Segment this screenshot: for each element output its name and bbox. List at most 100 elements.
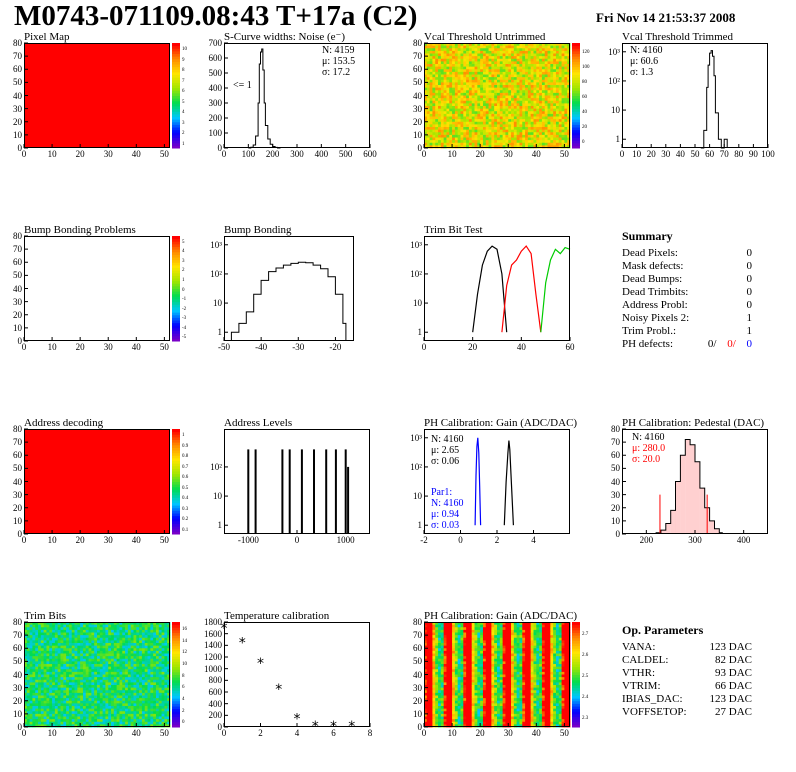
heatmap-cell	[480, 145, 484, 149]
color-scale-step	[572, 66, 580, 70]
heatmap-cell	[139, 650, 143, 654]
heatmap-cell	[471, 98, 475, 102]
heatmap-cell	[155, 666, 160, 670]
heatmap-cell	[97, 695, 101, 699]
y-tick-label: 0	[217, 143, 223, 153]
color-scale-step	[172, 434, 180, 438]
heatmap-cell	[60, 700, 64, 704]
heatmap-cell	[432, 145, 436, 149]
heatmap-cell	[457, 90, 461, 94]
heatmap-cell	[443, 58, 447, 62]
heatmap-cell	[26, 679, 31, 683]
heatmap-cell	[161, 658, 165, 662]
heatmap-cell	[536, 82, 540, 86]
heatmap-cell	[60, 627, 64, 631]
color-scale-step	[572, 140, 580, 144]
heatmap-cell	[155, 719, 160, 723]
heatmap-cell	[153, 724, 157, 728]
heatmap-cell	[471, 66, 475, 70]
heatmap-cell	[167, 671, 171, 675]
heatmap-cell	[553, 92, 557, 96]
heatmap-cell	[530, 90, 534, 94]
heatmap-cell	[511, 121, 515, 125]
heatmap-cell	[544, 87, 548, 91]
heatmap-cell	[111, 661, 115, 665]
color-scale-step	[172, 278, 180, 282]
heatmap-cell	[525, 137, 529, 141]
z-tick-label: 5	[182, 239, 185, 245]
heatmap-cell	[539, 140, 543, 144]
heatmap-cell	[40, 643, 45, 647]
heatmap-cell	[471, 69, 475, 73]
heatmap-cell	[474, 43, 478, 47]
heatmap-cell	[482, 116, 487, 120]
heatmap-cell	[555, 119, 560, 123]
heatmap-cell	[440, 77, 445, 81]
heatmap-cell	[443, 85, 447, 89]
heatmap-cell	[130, 669, 134, 673]
heatmap-cell	[468, 95, 473, 99]
heatmap-cell	[32, 682, 36, 686]
heatmap-cell	[88, 664, 92, 668]
x-tick-label: 0	[221, 728, 227, 738]
heatmap-cell	[49, 719, 53, 723]
heatmap-cell	[426, 640, 431, 644]
heatmap-cell	[71, 719, 75, 723]
heatmap-cell	[536, 43, 540, 47]
heatmap-cell	[446, 66, 450, 70]
heatmap-cell	[460, 66, 464, 70]
heatmap-cell	[102, 666, 106, 670]
heatmap-cell	[511, 145, 515, 149]
heatmap-cell	[424, 624, 428, 628]
heatmap-cell	[424, 61, 428, 65]
heatmap-cell	[150, 653, 154, 657]
heatmap-cell	[82, 674, 87, 678]
heatmap-cell	[29, 674, 33, 678]
color-scale-step	[172, 692, 180, 697]
heatmap-cell	[502, 87, 506, 91]
heatmap-cell	[547, 113, 551, 117]
heatmap-cell	[555, 95, 560, 99]
x-tick-label: 30	[103, 535, 113, 545]
heatmap-cell	[85, 664, 89, 668]
heatmap-cell	[26, 661, 31, 665]
heatmap-cell	[26, 658, 31, 662]
heatmap-cell	[508, 90, 512, 94]
heatmap-cell	[457, 58, 461, 62]
heatmap-cell	[113, 629, 118, 633]
heatmap-cell	[508, 71, 512, 75]
heatmap-cell	[550, 61, 554, 65]
heatmap-cell	[88, 624, 92, 628]
heatmap-cell	[502, 103, 506, 107]
heatmap-cell	[141, 713, 146, 717]
color-scale-step	[572, 58, 580, 62]
heatmap-cell	[511, 48, 515, 52]
heatmap-cell	[125, 679, 129, 683]
color-scale-step	[172, 643, 180, 647]
heatmap-cell	[555, 111, 560, 115]
heatmap-cell	[153, 648, 157, 652]
z-tick-label: 2	[182, 131, 185, 137]
heatmap-cell	[511, 103, 515, 107]
heatmap-cell	[502, 48, 506, 52]
series-line-0	[474, 437, 482, 526]
heatmap-cell	[474, 100, 478, 104]
heatmap-cell	[547, 87, 551, 91]
heatmap-cell	[485, 56, 489, 60]
heatmap-cell	[426, 627, 431, 631]
heatmap-cell	[446, 103, 450, 107]
x-tick-label: 30	[103, 728, 113, 738]
heatmap-cell	[485, 50, 489, 54]
heatmap-cell	[127, 674, 132, 678]
heatmap-cell	[519, 43, 523, 47]
heatmap-cell	[449, 121, 453, 125]
x-tick-label: 300	[290, 149, 304, 159]
heatmap-cell	[544, 71, 548, 75]
heatmap-cell	[52, 711, 56, 715]
heatmap-cell	[508, 61, 512, 65]
heatmap-cell	[544, 145, 548, 149]
heatmap-cell	[440, 140, 445, 144]
y-tick-label: 0	[17, 529, 23, 539]
heatmap-cell	[508, 119, 512, 123]
y-tick-label: 10	[611, 515, 620, 526]
